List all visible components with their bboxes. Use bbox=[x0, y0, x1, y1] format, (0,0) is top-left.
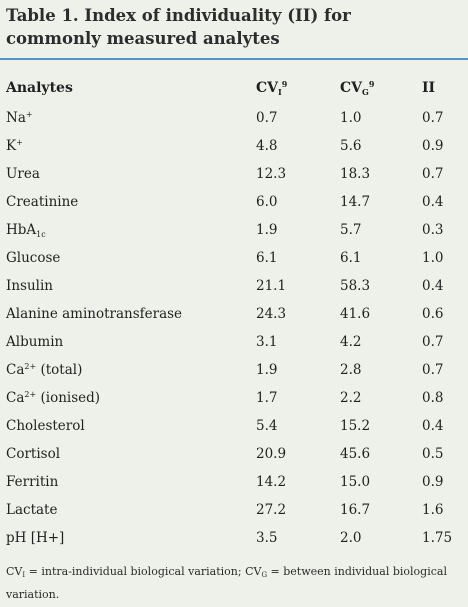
cell-cvg: 16.7 bbox=[340, 502, 371, 518]
cell-cvg: 41.6 bbox=[340, 306, 371, 322]
cell-ii: 0.4 bbox=[422, 194, 444, 210]
cell-cvi: 24.3 bbox=[256, 306, 287, 322]
cell-ii: 0.7 bbox=[422, 334, 444, 350]
header-cvg: CVG9 bbox=[340, 79, 375, 97]
cell-cvi: 12.3 bbox=[256, 166, 287, 182]
cell-cvg: 15.2 bbox=[340, 418, 371, 434]
analyte-name: Albumin bbox=[6, 334, 64, 350]
table-row: Alanine aminotransferase 24.3 41.6 0.6 bbox=[6, 300, 460, 328]
cell-ii: 1.75 bbox=[422, 530, 453, 546]
cell-ii: 0.7 bbox=[422, 110, 444, 126]
cell-cvi: 21.1 bbox=[256, 278, 287, 294]
table-row: Creatinine 6.0 14.7 0.4 bbox=[6, 188, 460, 216]
table-row: HbA1c 1.9 5.7 0.3 bbox=[6, 216, 460, 244]
cell-cvg: 5.6 bbox=[340, 138, 362, 154]
cell-cvg: 6.1 bbox=[340, 250, 362, 266]
analyte-name: Urea bbox=[6, 166, 40, 182]
analyte-name: Creatinine bbox=[6, 194, 79, 210]
analyte-name: Lactate bbox=[6, 502, 58, 518]
analyte-name: pH [H+] bbox=[6, 530, 65, 546]
header-cvi: CVI9 bbox=[256, 79, 288, 97]
cell-cvg: 2.8 bbox=[340, 362, 362, 378]
cell-ii: 0.9 bbox=[422, 474, 444, 490]
cell-cvg: 4.2 bbox=[340, 334, 362, 350]
analyte-name: Cortisol bbox=[6, 446, 61, 462]
cell-cvi: 3.5 bbox=[256, 530, 278, 546]
table-row: Ferritin 14.2 15.0 0.9 bbox=[6, 468, 460, 496]
cell-cvg: 58.3 bbox=[340, 278, 371, 294]
cell-cvg: 5.7 bbox=[340, 222, 362, 238]
cell-ii: 0.5 bbox=[422, 446, 444, 462]
table-row: Cholesterol 5.4 15.2 0.4 bbox=[6, 412, 460, 440]
table-row: Na+ 0.7 1.0 0.7 bbox=[6, 104, 460, 132]
analyte-name: Ca2+ (ionised) bbox=[6, 390, 101, 406]
table-row: Urea 12.3 18.3 0.7 bbox=[6, 160, 460, 188]
analyte-name: Alanine aminotransferase bbox=[6, 306, 183, 322]
cell-ii: 0.7 bbox=[422, 362, 444, 378]
analyte-name: Ferritin bbox=[6, 474, 59, 490]
table-row: Cortisol 20.9 45.6 0.5 bbox=[6, 440, 460, 468]
cell-ii: 0.9 bbox=[422, 138, 444, 154]
cell-cvi: 1.7 bbox=[256, 390, 278, 406]
cell-ii: 0.7 bbox=[422, 166, 444, 182]
table-row: K+ 4.8 5.6 0.9 bbox=[6, 132, 460, 160]
analyte-name: HbA1c bbox=[6, 221, 46, 239]
analyte-name: K+ bbox=[6, 138, 23, 154]
analytes-table: Analytes CVI9 CVG9 II Na+ 0.7 1.0 0.7 K+ 4.8 5… bbox=[6, 72, 460, 552]
table-row: pH [H+] 3.5 2.0 1.75 bbox=[6, 524, 460, 552]
title-divider bbox=[0, 58, 468, 60]
table-row: Ca2+ (total) 1.9 2.8 0.7 bbox=[6, 356, 460, 384]
cell-cvg: 1.0 bbox=[340, 110, 362, 126]
table-row: Ca2+ (ionised) 1.7 2.2 0.8 bbox=[6, 384, 460, 412]
cell-cvi: 6.1 bbox=[256, 250, 278, 266]
cell-ii: 0.4 bbox=[422, 278, 444, 294]
cell-cvi: 0.7 bbox=[256, 110, 278, 126]
cell-cvg: 15.0 bbox=[340, 474, 371, 490]
cell-cvg: 2.0 bbox=[340, 530, 362, 546]
cell-cvi: 20.9 bbox=[256, 446, 287, 462]
cell-cvi: 1.9 bbox=[256, 222, 278, 238]
cell-cvg: 45.6 bbox=[340, 446, 371, 462]
cell-cvi: 4.8 bbox=[256, 138, 278, 154]
table-row: Lactate 27.2 16.7 1.6 bbox=[6, 496, 460, 524]
cell-cvi: 5.4 bbox=[256, 418, 278, 434]
header-ii: II bbox=[422, 80, 436, 96]
cell-ii: 0.3 bbox=[422, 222, 444, 238]
analyte-name: Insulin bbox=[6, 278, 53, 294]
cell-ii: 0.8 bbox=[422, 390, 444, 406]
cell-cvg: 14.7 bbox=[340, 194, 371, 210]
cell-cvg: 2.2 bbox=[340, 390, 362, 406]
analyte-name: Na+ bbox=[6, 110, 33, 126]
cell-cvi: 3.1 bbox=[256, 334, 278, 350]
table-body: Na+ 0.7 1.0 0.7 K+ 4.8 5.6 0.9 Urea 12.3 18.3 0.7 Cr… bbox=[6, 104, 460, 552]
analyte-name: Cholesterol bbox=[6, 418, 85, 434]
cell-cvi: 6.0 bbox=[256, 194, 278, 210]
analyte-name: Glucose bbox=[6, 250, 61, 266]
header-row: Analytes CVI9 CVG9 II bbox=[6, 72, 460, 104]
table-footnote: CVI = intra-individual biological variat… bbox=[6, 565, 447, 601]
analyte-name: Ca2+ (total) bbox=[6, 362, 83, 378]
cell-ii: 0.4 bbox=[422, 418, 444, 434]
cell-cvi: 14.2 bbox=[256, 474, 287, 490]
cell-ii: 0.6 bbox=[422, 306, 444, 322]
header-analytes: Analytes bbox=[6, 80, 73, 96]
table-row: Glucose 6.1 6.1 1.0 bbox=[6, 244, 460, 272]
table-title: Table 1. Index of individuality (II) for… bbox=[6, 6, 351, 48]
table-row: Albumin 3.1 4.2 0.7 bbox=[6, 328, 460, 356]
table-row: Insulin 21.1 58.3 0.4 bbox=[6, 272, 460, 300]
cell-ii: 1.6 bbox=[422, 502, 444, 518]
cell-cvi: 27.2 bbox=[256, 502, 287, 518]
cell-cvg: 18.3 bbox=[340, 166, 371, 182]
cell-cvi: 1.9 bbox=[256, 362, 278, 378]
cell-ii: 1.0 bbox=[422, 250, 444, 266]
